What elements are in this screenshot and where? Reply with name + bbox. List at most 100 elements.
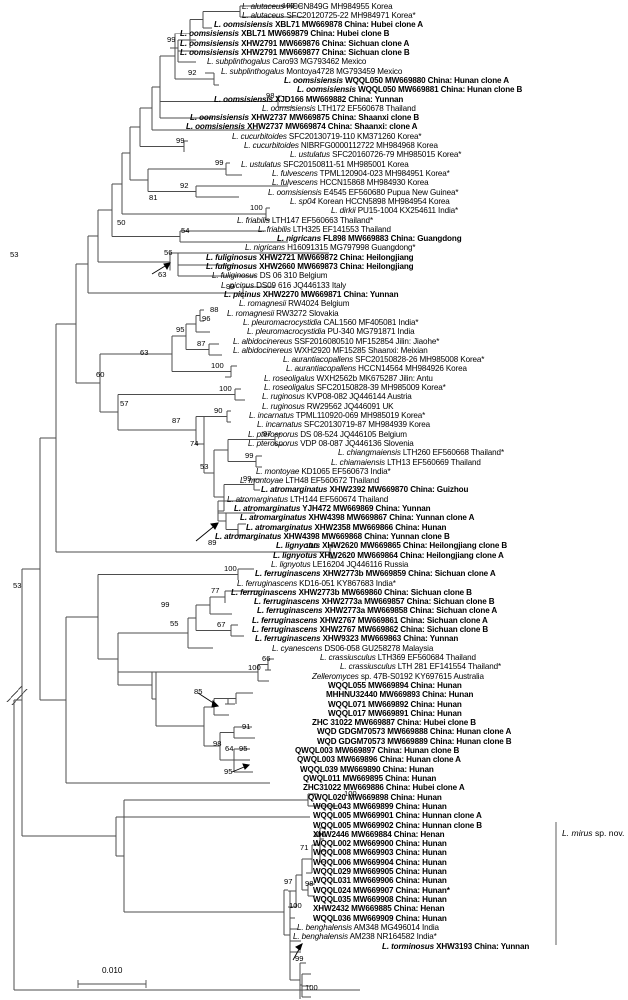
taxon-voucher-accession-locality: WXH2562b MK675287 Jilin: Antu <box>314 373 433 383</box>
taxon-label: L. ruginosus KVP08-082 JQ446144 Austria <box>262 392 412 401</box>
taxon-label: WQQL055 MW669894 China: Hunan <box>328 681 462 690</box>
bootstrap-value: 99 <box>295 954 304 963</box>
taxon-label: WQQL043 MW669899 China: Hunan <box>313 802 447 811</box>
taxon-genus-species: L. ferruginascens <box>252 625 318 635</box>
taxon-label: L. atromarginatus XHW4398 MW669867 China… <box>240 513 474 522</box>
taxon-genus-species: L. incarnatus <box>249 411 294 420</box>
bootstrap-value: 64 <box>225 744 234 753</box>
taxon-genus-species: L. ferruginascens <box>255 569 321 579</box>
taxon-label: L. alutaceus SFC20120725-22 MH984971 Kor… <box>242 11 416 20</box>
taxon-voucher-accession-locality: NIBRFG0000112722 MH984968 Korea <box>298 141 438 151</box>
taxon-label: L. ferruginascens XHW9323 MW669863 China… <box>255 634 458 643</box>
bootstrap-value: 98 <box>213 739 222 748</box>
taxon-genus-species: L. alutaceus <box>242 1 285 11</box>
taxon-genus-species: L. dirkii <box>331 206 356 216</box>
bootstrap-value: 100 <box>289 901 302 910</box>
bootstrap-value: 99 <box>226 282 235 291</box>
taxon-genus-species: L. subplinthogalus <box>207 57 271 67</box>
taxon-label: WQQL039 MW669890 China: Hunan <box>300 765 434 774</box>
taxon-label: L. alutaceus HCCN849G MH984955 Korea <box>242 1 393 11</box>
taxon-voucher-accession-locality: LTH260 EF560668 Thailand* <box>400 448 504 458</box>
taxon-voucher-accession-locality: XHW2392 MW669870 China: Guizhou <box>327 485 469 495</box>
taxon-label: WQQL029 MW669905 China: Hunan <box>313 867 447 876</box>
taxon-voucher-accession-locality: YJH472 MW669869 China: Yunnan <box>300 504 431 514</box>
bootstrap-value: 95 <box>224 767 233 776</box>
bootstrap-value: 71 <box>300 843 309 852</box>
taxon-label: L. oomsisiensis XHW2737 MW669875 China: … <box>190 113 419 122</box>
taxon-voucher-accession-locality: RW3272 Slovakia <box>274 308 339 318</box>
taxon-label: L. ferruginascens XHW2773a MW669857 Chin… <box>254 597 495 607</box>
taxon-voucher-accession-locality: SFC20130719-110 KM371260 Korea* <box>286 131 422 141</box>
taxon-voucher-accession-locality: WQQL029 MW669905 China: Hunan <box>313 867 447 877</box>
taxon-voucher-accession-locality: HCCN849G MH984955 Korea <box>284 1 393 11</box>
taxon-voucher-accession-locality: XHW2620 MW669865 China: Heilongjiang clo… <box>319 541 508 551</box>
taxon-label: L. atromarginatus XHW4398 MW669868 China… <box>215 532 450 541</box>
bootstrap-value: 100 <box>344 789 357 798</box>
taxon-label: L. albidocinereus SSF2016080510 MF152854… <box>233 337 439 346</box>
bootstrap-value: 100 <box>224 564 237 573</box>
bootstrap-value: 63 <box>140 348 149 357</box>
taxon-label: L. atromarginatus XHW2392 MW669870 China… <box>261 485 468 494</box>
taxon-voucher-accession-locality: KD16-051 KY867683 India* <box>297 578 396 588</box>
taxon-label: WQQL017 MW669891 China: Hunan <box>328 709 462 718</box>
taxon-label: L. atromarginatus LTH144 EF560674 Thaila… <box>227 495 388 504</box>
taxon-genus-species: L. aurantiacopallens <box>286 364 357 374</box>
taxon-voucher-accession-locality: XHW2270 MW669871 China: Yunnan <box>260 290 399 299</box>
taxon-voucher-accession-locality: XHW2773a MW669857 China: Sichuan clone B <box>319 597 495 607</box>
bootstrap-value: 100 <box>219 384 232 393</box>
taxon-label: Zelleromyces sp. 47B-S0192 KY697615 Aust… <box>312 672 484 681</box>
bootstrap-value: 67 <box>217 620 226 629</box>
taxon-label: L. oomsisiensis XHW2791 MW669876 China: … <box>180 39 409 48</box>
taxon-label: L. fulvescens TPML120904-023 MH984951 Ko… <box>272 169 450 178</box>
bootstrap-value: 66 <box>262 654 271 663</box>
taxon-voucher-accession-locality: TPML120904-023 MH984951 Korea* <box>317 169 450 179</box>
taxon-label: L. ferruginascens KD16-051 KY867683 Indi… <box>237 579 396 588</box>
taxon-label: L. incarnatus TPML110920-069 MH985019 Ko… <box>249 411 425 420</box>
taxon-label: MHHNU32440 MW669893 China: Hunan <box>326 690 473 699</box>
taxon-genus-species: L. picinus <box>221 280 254 290</box>
taxon-genus-species: L. cucurbitoides <box>244 141 299 151</box>
taxon-genus-species: L. oomsisiensis <box>262 103 316 113</box>
taxon-label: L. ferruginascens XHW2767 MW669861 China… <box>252 616 488 625</box>
taxon-label: ZHC31022 MW669886 China: Hubei clone A <box>303 783 465 792</box>
taxon-voucher-accession-locality: XHW2773b MW669860 China: Sichuan clone B <box>296 587 472 597</box>
taxon-voucher-accession-locality: ZHC31022 MW669886 China: Hubei clone A <box>303 783 465 793</box>
taxon-label: L. nigricans H16091315 MG797998 Guangdon… <box>245 243 416 252</box>
taxon-voucher-accession-locality: DS06-058 GU258278 Malaysia <box>322 643 434 653</box>
taxon-label: L. benghalensis AM238 NR164582 India* <box>293 932 437 941</box>
taxon-voucher-accession-locality: XHW2660 MW669873 China: Heilongjiang <box>256 262 414 272</box>
taxon-genus-species: L. sp04 <box>290 196 316 206</box>
clade-label-mirus: L. mirus sp. nov. <box>562 828 624 838</box>
taxon-label: L. crassiusculus LTH369 EF560684 Thailan… <box>320 653 476 662</box>
taxon-genus-species: L. friabilis <box>258 224 291 234</box>
taxon-label: L. chiamaiensis LTH13 EF560669 Thailand <box>331 458 481 467</box>
taxon-label: QWQL011 MW669895 China: Hunan <box>303 774 436 783</box>
taxon-genus-species: L. lignyotus <box>273 550 317 560</box>
taxon-voucher-accession-locality: WQQL050 MW669880 China: Hunan clone A <box>342 75 509 85</box>
taxon-label: L. oomsisiensis WQQL050 MW669881 China: … <box>297 85 522 94</box>
taxon-voucher-accession-locality: WQQL002 MW669900 China: Hunan <box>313 839 447 849</box>
bootstrap-value: 96 <box>202 314 211 323</box>
taxon-genus-species: L. friabilis <box>237 215 270 225</box>
taxon-label: L. friabilis LTH147 EF560663 Thailand* <box>237 216 373 225</box>
taxon-voucher-accession-locality: QWQL020 MW669898 China: Hunan <box>308 792 442 802</box>
bootstrap-pointer-arrows <box>151 262 303 961</box>
taxon-genus-species: L. romagnesii <box>239 299 287 309</box>
bootstrap-value: 97 <box>284 877 293 886</box>
bootstrap-value: 99 <box>161 600 170 609</box>
taxon-label: L. torminosus XHW3193 China: Yunnan <box>382 942 529 951</box>
taxon-voucher-accession-locality: KD1065 EF560673 India* <box>299 466 391 476</box>
taxon-voucher-accession-locality: XJD166 MW669882 China: Yunnan <box>272 94 404 104</box>
taxon-label: L. oomsisiensis XJD166 MW669882 China: Y… <box>214 95 403 104</box>
bootstrap-value: 98 <box>305 879 314 888</box>
bootstrap-value: 55 <box>170 619 179 628</box>
taxon-label: L. dirkii PU15-1004 KX254611 India* <box>331 206 458 215</box>
taxon-label: WQD GDGM70573 MW669889 China: Hunan clon… <box>317 737 512 746</box>
bootstrap-value: 53 <box>10 250 19 259</box>
taxon-genus-species: L. fuliginosus <box>206 252 257 262</box>
taxon-label: L. lignyotus XHW2620 MW669864 China: Hei… <box>273 551 504 560</box>
bootstrap-value: 63 <box>158 270 167 279</box>
taxon-label: QWQL003 MW669897 China: Hunan clone B <box>295 746 459 755</box>
clade-label-genus: L. mirus <box>562 828 593 838</box>
taxon-label: L. pleuromacrocystidia PU-340 MG791871 I… <box>247 327 415 336</box>
